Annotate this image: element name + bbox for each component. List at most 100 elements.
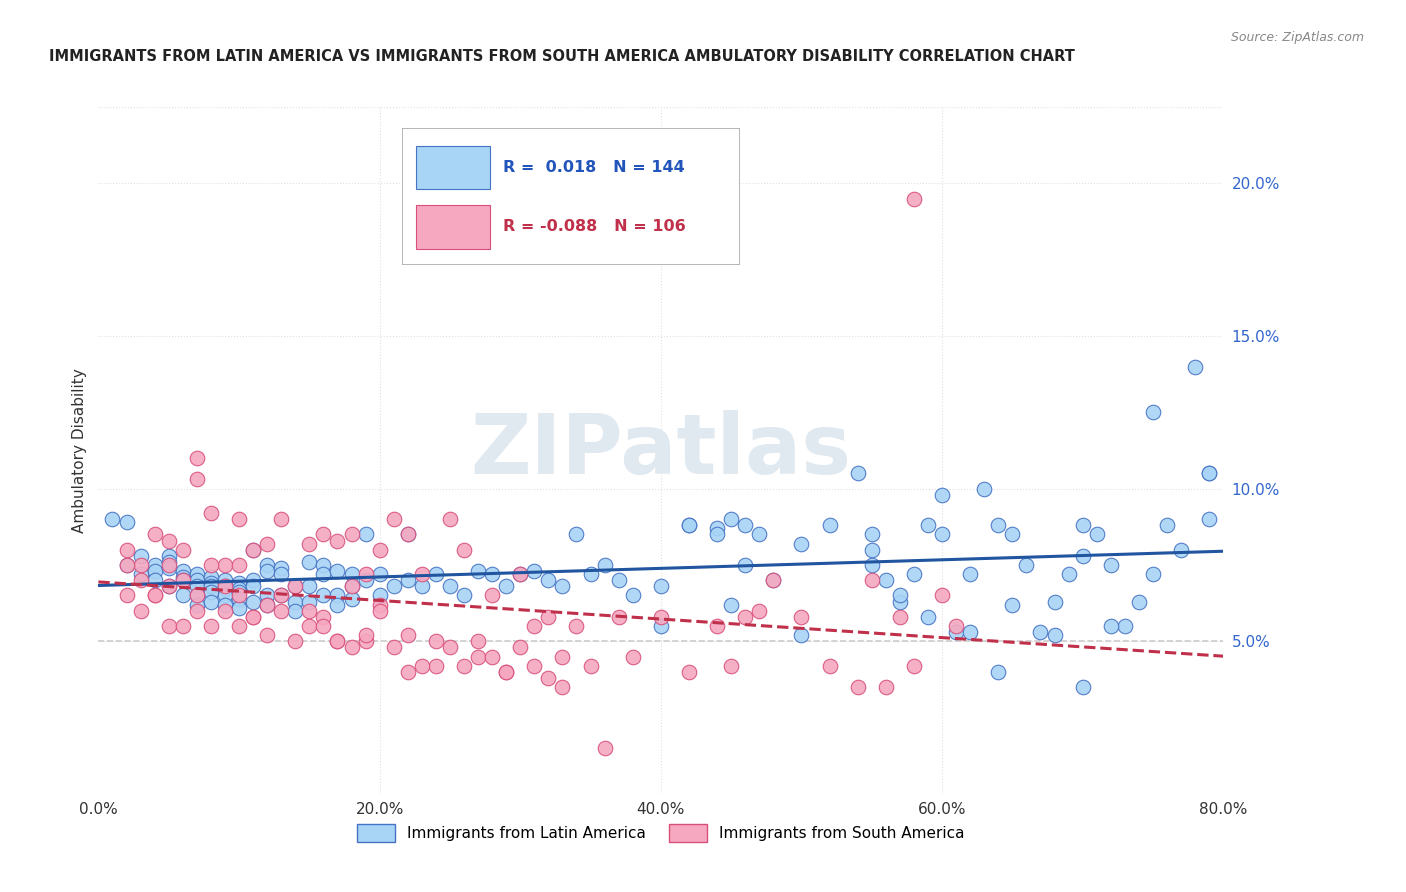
Point [903,658,925,673]
Point [889,594,911,608]
Point [186,604,208,618]
Point [157,555,180,569]
Point [298,619,321,633]
Y-axis label: Ambulatory Disability: Ambulatory Disability [72,368,87,533]
Point [579,567,602,582]
Point [396,527,419,541]
Point [509,567,531,582]
Point [228,589,250,603]
Point [115,558,138,572]
Point [284,594,307,608]
Point [1156,518,1178,533]
Point [425,658,447,673]
Point [242,610,264,624]
Point [172,619,194,633]
Point [228,576,250,591]
Point [115,589,138,603]
Point [1001,598,1024,612]
Point [720,598,742,612]
Point [298,594,321,608]
Point [1043,594,1066,608]
Point [143,564,166,578]
Point [565,527,588,541]
Point [734,518,756,533]
Point [396,527,419,541]
Point [242,594,264,608]
Point [298,555,321,569]
Point [200,558,222,572]
Point [157,619,180,633]
Point [425,634,447,648]
Point [931,589,953,603]
Point [228,619,250,633]
Point [818,658,841,673]
Point [354,527,377,541]
Point [298,579,321,593]
Point [214,589,236,603]
Point [860,542,883,557]
Point [214,573,236,587]
Point [551,579,574,593]
Point [565,619,588,633]
Point [242,542,264,557]
Point [987,665,1010,679]
Point [214,579,236,593]
Point [312,610,335,624]
Point [270,512,292,526]
Point [1142,405,1164,419]
Point [172,573,194,587]
Point [593,741,616,756]
Point [818,518,841,533]
Point [509,640,531,655]
Point [256,628,278,642]
Point [748,604,770,618]
Point [368,598,391,612]
Point [875,573,897,587]
Point [340,567,363,582]
Point [368,542,391,557]
Point [143,573,166,587]
Point [270,589,292,603]
Point [579,658,602,673]
Point [326,634,349,648]
Point [621,589,644,603]
Point [621,649,644,664]
Point [1198,512,1220,526]
Point [200,506,222,520]
Point [101,512,124,526]
Point [214,558,236,572]
Point [143,589,166,603]
Point [1029,625,1052,640]
Point [720,512,742,526]
Point [228,558,250,572]
Point [453,542,475,557]
Point [495,579,517,593]
Point [326,634,349,648]
Point [537,573,560,587]
Point [396,628,419,642]
Point [340,579,363,593]
Point [284,604,307,618]
Point [678,518,700,533]
Point [762,573,785,587]
Point [439,640,461,655]
Point [200,570,222,584]
Point [256,598,278,612]
Point [846,680,869,694]
Point [129,549,152,563]
Point [143,527,166,541]
Point [256,536,278,550]
Point [467,634,489,648]
Point [453,589,475,603]
Point [186,598,208,612]
Point [242,610,264,624]
Point [1071,518,1094,533]
Point [411,567,433,582]
Point [242,542,264,557]
Point [495,665,517,679]
Point [143,589,166,603]
Point [228,585,250,599]
Point [396,665,419,679]
Point [607,610,630,624]
Point [917,518,939,533]
